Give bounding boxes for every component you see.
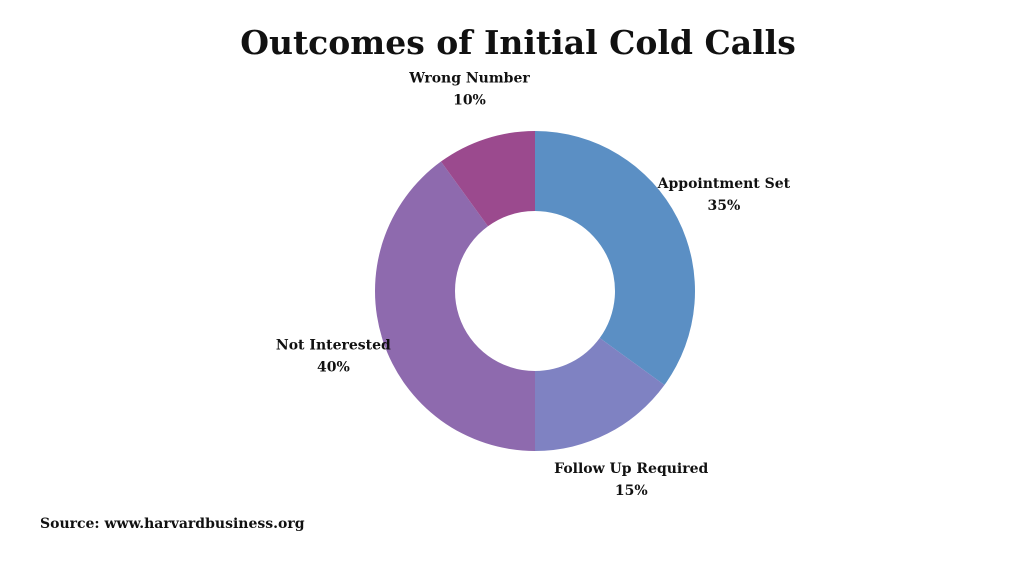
slice-label: Wrong Number	[408, 70, 530, 86]
chart-title: Outcomes of Initial Cold Calls	[240, 23, 796, 62]
source: Source: www.harvardbusiness.org	[40, 516, 305, 532]
donut-slice	[535, 338, 665, 451]
slice-value-label: 35%	[707, 198, 740, 214]
slice-label: Follow Up Required	[554, 461, 708, 477]
slice-value-label: 40%	[317, 360, 350, 376]
donut-slice	[375, 161, 535, 451]
donut-slice	[535, 131, 695, 386]
slice-label: Appointment Set	[657, 176, 791, 192]
slice-value-label: 15%	[615, 483, 648, 499]
donut-slice	[440, 131, 535, 227]
slice-label: Not Interested	[276, 338, 391, 354]
slice-value-label: 10%	[453, 92, 486, 108]
